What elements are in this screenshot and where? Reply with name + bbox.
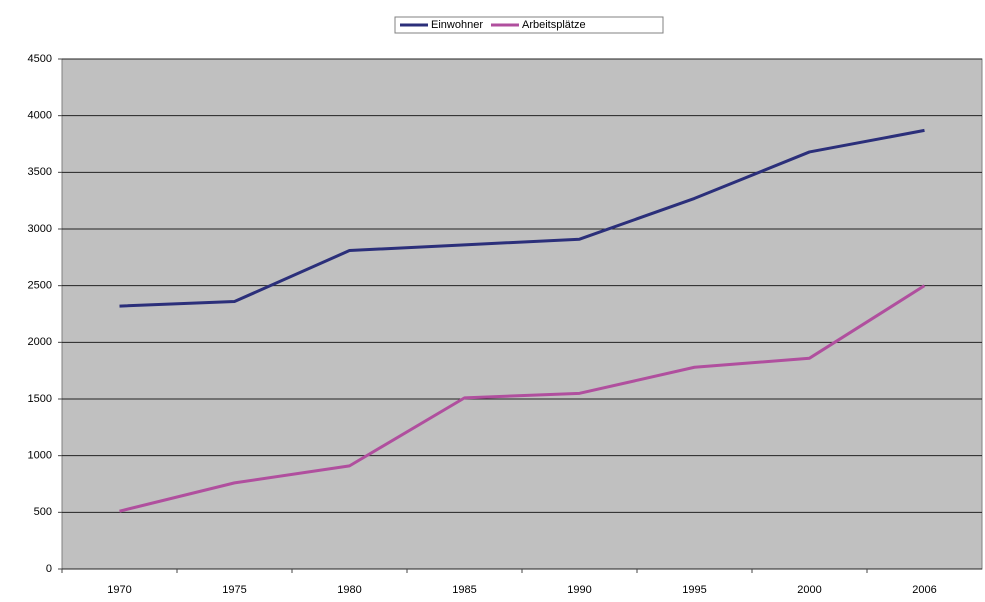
x-tick-label: 1985	[452, 584, 476, 596]
y-tick-label: 2000	[28, 336, 52, 348]
y-tick-label: 4000	[28, 110, 52, 122]
y-tick-label: 0	[46, 563, 52, 575]
x-tick-label: 2000	[797, 584, 821, 596]
y-tick-label: 500	[34, 506, 52, 518]
y-tick-label: 3000	[28, 223, 52, 235]
x-tick-label: 1975	[222, 584, 246, 596]
x-tick-label: 2006	[912, 584, 936, 596]
y-tick-label: 4500	[28, 53, 52, 65]
legend-label: Einwohner	[431, 19, 483, 31]
y-tick-label: 2500	[28, 280, 52, 292]
legend-label: Arbeitsplätze	[522, 19, 586, 31]
y-tick-label: 1500	[28, 393, 52, 405]
x-tick-label: 1980	[337, 584, 361, 596]
x-tick-label: 1970	[107, 584, 131, 596]
y-tick-label: 1000	[28, 450, 52, 462]
series-line	[119, 128, 925, 308]
x-tick-label: 1990	[567, 584, 591, 596]
legend-box	[394, 16, 664, 34]
series-line	[119, 284, 926, 513]
y-tick-label: 3500	[28, 166, 52, 178]
x-tick-label: 1995	[682, 584, 706, 596]
plot-area	[61, 58, 983, 570]
